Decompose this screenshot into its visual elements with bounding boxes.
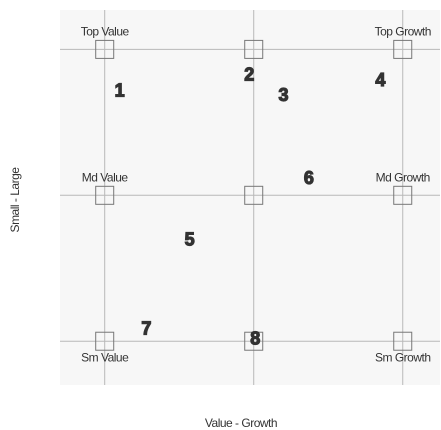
style-box-marker <box>95 331 115 351</box>
data-point: 7 <box>141 318 151 338</box>
y-axis-label: Small - Large <box>8 167 22 233</box>
style-box-marker <box>244 331 264 351</box>
style-box-marker <box>393 185 413 205</box>
data-point: 1 <box>115 80 125 100</box>
style-box-marker <box>95 39 115 59</box>
style-box-marker <box>95 185 115 205</box>
style-box-marker <box>244 185 264 205</box>
box-label: Sm Growth <box>375 350 431 364</box>
plot-area <box>60 10 440 385</box>
style-box-marker <box>393 39 413 59</box>
data-point: 8 <box>250 329 260 349</box>
data-point: 5 <box>185 229 195 249</box>
box-label: Sm Value <box>81 350 129 364</box>
box-label: Md Value <box>82 170 129 184</box>
box-label: Top Value <box>81 25 130 39</box>
box-label: Md Growth <box>376 170 430 184</box>
style-box-marker <box>393 331 413 351</box>
data-point: 6 <box>304 168 314 188</box>
style-box-marker <box>244 39 264 59</box>
data-point: 3 <box>279 85 289 105</box>
data-point: 2 <box>244 64 254 84</box>
x-axis-label: Value - Growth <box>205 416 277 430</box>
box-label: Top Growth <box>375 25 431 39</box>
data-point: 4 <box>375 70 385 90</box>
